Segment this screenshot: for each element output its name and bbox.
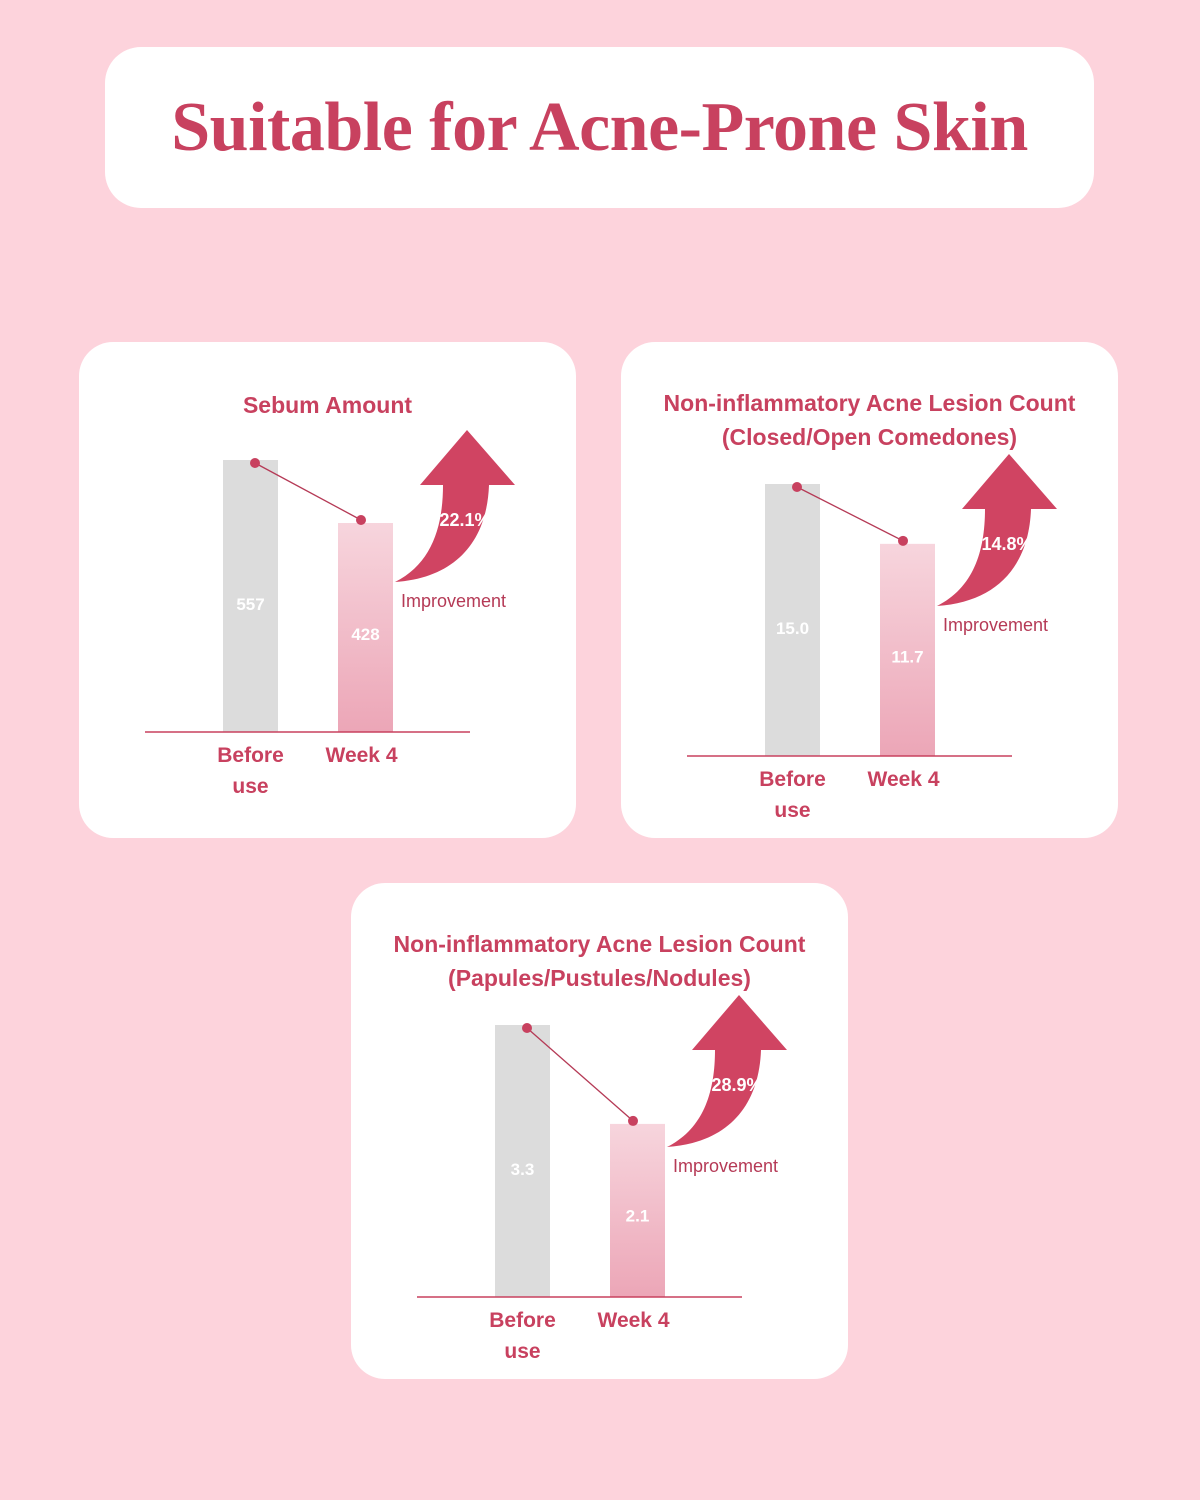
bar-before	[223, 460, 278, 732]
trend-point	[898, 535, 908, 546]
chart-title-line: Non-inflammatory Acne Lesion Count	[393, 931, 806, 957]
improvement-label: Improvement	[401, 591, 506, 611]
category-label: Before use	[759, 768, 826, 822]
bar-before	[765, 484, 820, 756]
trend-point	[628, 1115, 638, 1126]
trend-point	[250, 458, 260, 468]
improvement-label: Improvement	[673, 1156, 778, 1176]
chart-svg: 557 Before use 428 Week 4 22.1% Improvement	[145, 430, 515, 798]
curved-up-arrow-icon	[667, 995, 787, 1147]
category-label: Before use	[489, 1309, 556, 1363]
chart-title: Non-inflammatory Acne Lesion Count (Close…	[621, 386, 1118, 454]
bar-value-label: 3.3	[511, 1160, 535, 1179]
chart-panel-sebum: Sebum Amount 557 Before use 428 Week 4 22.1% Im…	[79, 342, 576, 838]
chart-svg: 15.0 Before use 11.7 Week 4 14.8% Improvement	[687, 454, 1057, 822]
bar-week4	[338, 522, 393, 732]
chart-title-line: Sebum Amount	[242, 392, 413, 418]
trend-line	[526, 1027, 634, 1122]
bar-value-label: 15.0	[776, 619, 809, 638]
trend-point	[356, 514, 366, 525]
bar-value-label: 11.7	[891, 647, 923, 666]
bar-before	[495, 1025, 550, 1297]
category-label: Before use	[217, 744, 284, 798]
chart-panel-papules: Non-inflammatory Acne Lesion Count (Papul…	[351, 883, 848, 1379]
improvement-percent: 14.8%	[981, 534, 1032, 554]
chart-svg: 3.3 Before use 2.1 Week 4 28.9% Improvement	[417, 995, 787, 1363]
bar-week4	[610, 1123, 665, 1297]
category-label: Week 4	[326, 744, 398, 767]
chart-title-line: Non-inflammatory Acne Lesion Count	[663, 390, 1076, 416]
chart-panel-comedones: Non-inflammatory Acne Lesion Count (Close…	[621, 342, 1118, 838]
curved-up-arrow-icon	[937, 454, 1057, 606]
trend-line	[796, 486, 904, 542]
trend-point	[792, 482, 802, 492]
category-label: Week 4	[868, 768, 940, 791]
chart-title: Sebum Amount	[79, 388, 576, 422]
improvement-percent: 28.9%	[711, 1075, 762, 1095]
category-label: Week 4	[598, 1309, 670, 1332]
bar-value-label: 428	[351, 625, 379, 644]
trend-point	[522, 1023, 532, 1033]
curved-up-arrow-icon	[395, 430, 515, 582]
bar-value-label: 557	[236, 595, 264, 614]
bar-week4	[880, 543, 935, 756]
chart-title-line: (Closed/Open Comedones)	[721, 424, 1018, 450]
page-title: Suitable for Acne-Prone Skin	[171, 88, 1028, 166]
chart-title-line: (Papules/Pustules/Nodules)	[448, 965, 751, 991]
bar-value-label: 2.1	[626, 1207, 650, 1226]
improvement-label: Improvement	[943, 615, 1048, 635]
chart-title: Non-inflammatory Acne Lesion Count (Papul…	[351, 927, 848, 995]
title-banner: Suitable for Acne-Prone Skin	[105, 47, 1094, 208]
improvement-percent: 22.1%	[439, 510, 490, 530]
trend-line	[254, 462, 362, 521]
